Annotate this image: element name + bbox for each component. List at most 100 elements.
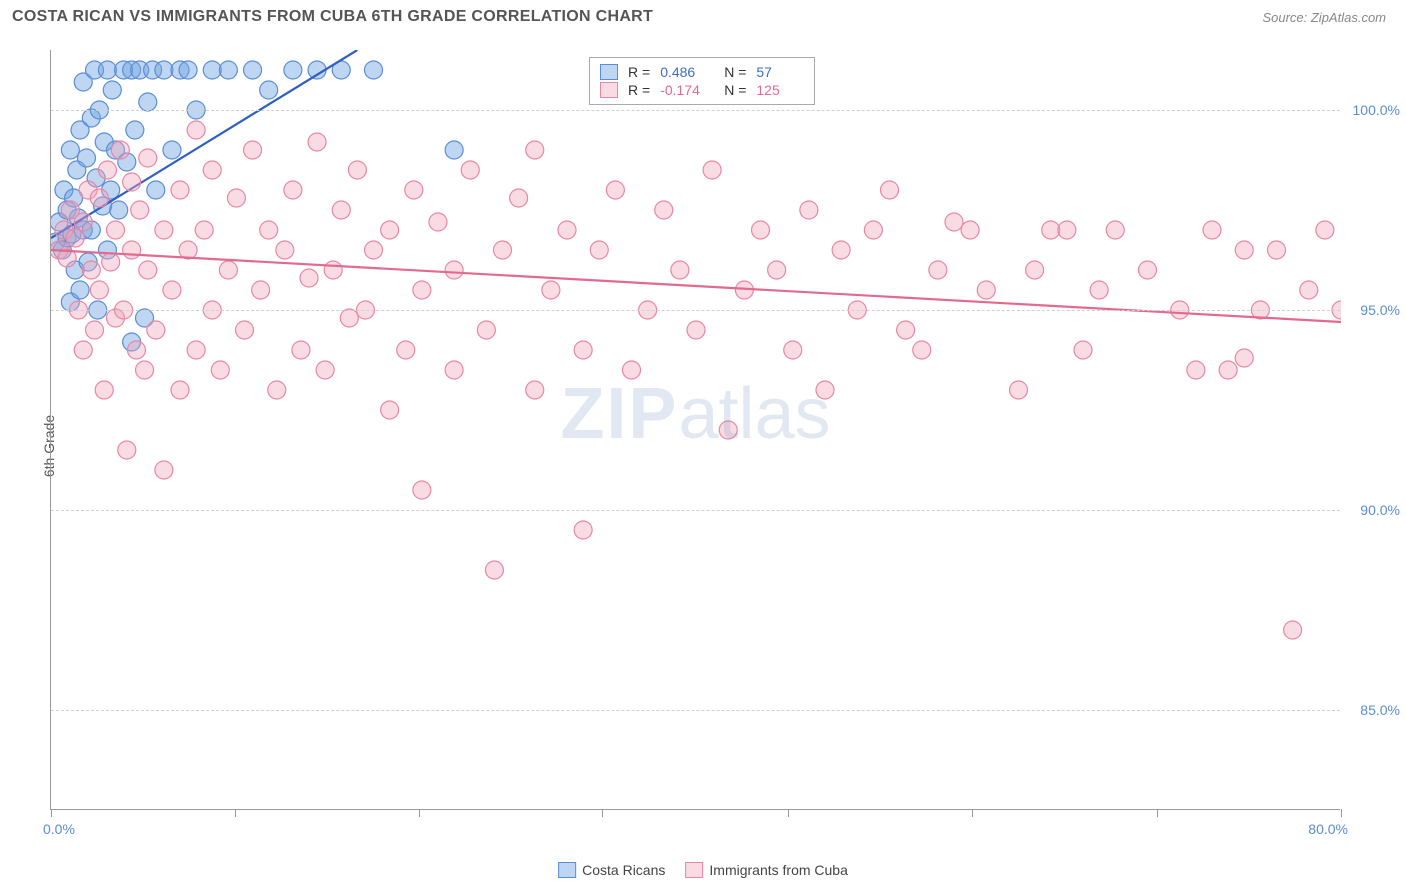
data-point [881, 181, 899, 199]
data-point [107, 221, 125, 239]
stats-row-pink: R = -0.174 N = 125 [600, 82, 804, 98]
data-point [284, 181, 302, 199]
data-point [171, 181, 189, 199]
data-point [163, 281, 181, 299]
data-point [348, 161, 366, 179]
data-point [74, 341, 92, 359]
x-axis-min-label: 0.0% [43, 821, 75, 837]
swatch-pink [600, 82, 618, 98]
data-point [574, 521, 592, 539]
r-value-pink: -0.174 [660, 82, 708, 98]
data-point [510, 189, 528, 207]
data-point [179, 61, 197, 79]
data-point [244, 61, 262, 79]
data-point [1219, 361, 1237, 379]
data-point [98, 61, 116, 79]
data-point [139, 261, 157, 279]
data-point [768, 261, 786, 279]
data-point [90, 189, 108, 207]
data-point [381, 221, 399, 239]
data-point [526, 141, 544, 159]
gridline-h [51, 510, 1340, 511]
data-point [316, 361, 334, 379]
data-point [127, 341, 145, 359]
data-point [1187, 361, 1205, 379]
data-point [800, 201, 818, 219]
data-point [816, 381, 834, 399]
data-point [752, 221, 770, 239]
data-point [244, 141, 262, 159]
legend-label-costa-ricans: Costa Ricans [582, 862, 665, 878]
x-tick [788, 809, 789, 817]
data-point [211, 361, 229, 379]
data-point [284, 61, 302, 79]
n-value-blue: 57 [756, 64, 804, 80]
data-point [86, 321, 104, 339]
data-point [276, 241, 294, 259]
data-point [365, 241, 383, 259]
data-point [687, 321, 705, 339]
data-point [913, 341, 931, 359]
data-point [95, 381, 113, 399]
data-point [526, 381, 544, 399]
data-point [1300, 281, 1318, 299]
data-point [1074, 341, 1092, 359]
data-point [558, 221, 576, 239]
x-tick [1341, 809, 1342, 817]
data-point [413, 281, 431, 299]
x-tick [419, 809, 420, 817]
data-point [1042, 221, 1060, 239]
data-point [929, 261, 947, 279]
y-tick-label: 85.0% [1360, 702, 1400, 718]
data-point [864, 221, 882, 239]
data-point [429, 213, 447, 231]
n-value-pink: 125 [756, 82, 804, 98]
y-tick-label: 90.0% [1360, 502, 1400, 518]
gridline-h [51, 110, 1340, 111]
data-point [98, 161, 116, 179]
data-point [66, 229, 84, 247]
data-point [1316, 221, 1334, 239]
data-point [542, 281, 560, 299]
data-point [155, 221, 173, 239]
data-point [961, 221, 979, 239]
r-label: R = [628, 82, 650, 98]
data-point [461, 161, 479, 179]
n-label: N = [724, 82, 746, 98]
data-point [405, 181, 423, 199]
data-point [155, 461, 173, 479]
x-tick [235, 809, 236, 817]
y-tick-label: 100.0% [1353, 102, 1400, 118]
source-attribution: Source: ZipAtlas.com [1262, 10, 1386, 25]
r-value-blue: 0.486 [660, 64, 708, 80]
data-point [703, 161, 721, 179]
data-point [300, 269, 318, 287]
stats-legend-box: R = 0.486 N = 57 R = -0.174 N = 125 [589, 57, 815, 105]
data-point [832, 241, 850, 259]
x-tick [1157, 809, 1158, 817]
data-point [897, 321, 915, 339]
data-point [590, 241, 608, 259]
data-point [131, 201, 149, 219]
legend-item-cuba: Immigrants from Cuba [685, 862, 847, 878]
data-point [103, 81, 121, 99]
data-point [1235, 241, 1253, 259]
data-point [187, 341, 205, 359]
data-point [171, 381, 189, 399]
data-point [139, 149, 157, 167]
data-point [1268, 241, 1286, 259]
chart-plot-area: ZIPatlas R = 0.486 N = 57 R = -0.174 N =… [50, 50, 1340, 810]
data-point [260, 81, 278, 99]
data-point [1235, 349, 1253, 367]
data-point [123, 173, 141, 191]
data-point [719, 421, 737, 439]
data-point [111, 141, 129, 159]
data-point [308, 133, 326, 151]
data-point [1010, 381, 1028, 399]
data-point [1026, 261, 1044, 279]
data-point [381, 401, 399, 419]
data-point [655, 201, 673, 219]
legend-item-costa-ricans: Costa Ricans [558, 862, 665, 878]
series-legend: Costa Ricans Immigrants from Cuba [558, 862, 848, 878]
data-point [187, 121, 205, 139]
